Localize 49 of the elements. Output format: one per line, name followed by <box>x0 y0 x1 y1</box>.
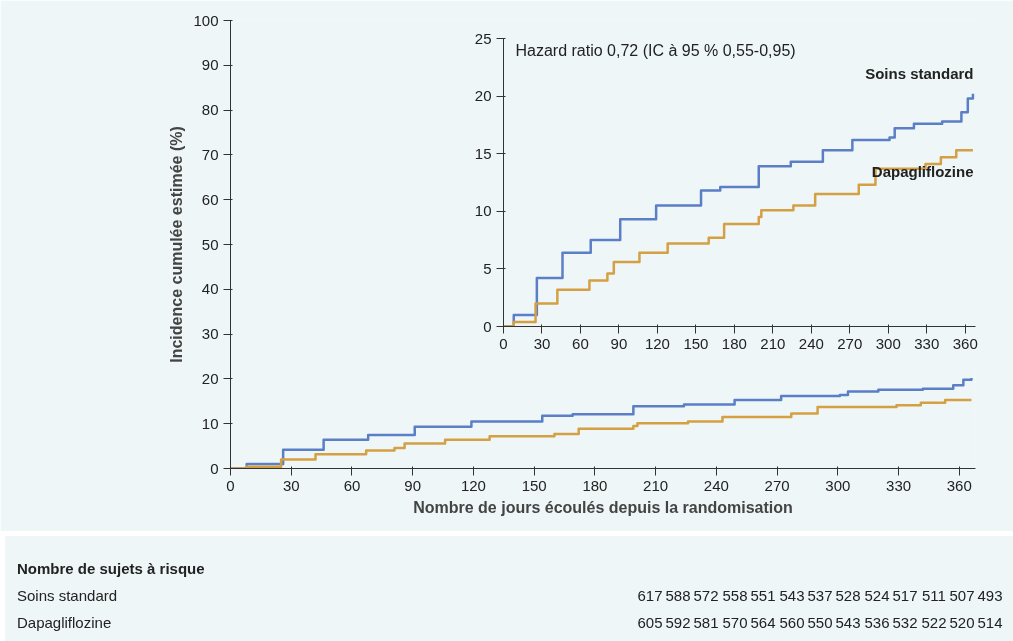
x-tick-label: 210 <box>760 334 786 352</box>
y-tick-label: 70 <box>201 145 219 163</box>
x-tick-label: 360 <box>952 334 978 352</box>
series-label: Soins standard <box>865 64 974 82</box>
text: Soins standard 617 588 572 558 551 543 537 528 524 517 511 507 493 <box>17 587 1003 604</box>
text: Nombre de sujets à risque <box>17 559 205 579</box>
y-axis-title: Incidence cumulée estimée (%) <box>168 126 186 363</box>
x-axis-title: Nombre de jours écoulés depuis la randomisation <box>413 498 793 516</box>
y-tick-label: 15 <box>474 144 492 162</box>
y-tick-label: 5 <box>483 259 492 277</box>
x-tick-label: 300 <box>875 334 901 352</box>
y-tick-label: 80 <box>201 101 219 119</box>
y-tick-label: 0 <box>210 459 219 477</box>
x-tick-label: 330 <box>886 476 912 494</box>
x-tick-label: 30 <box>282 476 300 494</box>
x-tick-label: 240 <box>703 476 729 494</box>
x-tick-label: 300 <box>825 476 851 494</box>
x-tick-label: 90 <box>404 476 422 494</box>
x-tick-label: 240 <box>798 334 824 352</box>
text: Dapagliflozine 605 592 581 570 564 560 550 543 536 532 522 520 514 <box>17 614 1003 631</box>
x-tick-label: 60 <box>343 476 361 494</box>
x-tick-label: 60 <box>572 334 589 352</box>
y-tick-label: 20 <box>201 369 219 387</box>
x-tick-label: 0 <box>226 476 235 494</box>
y-tick-label: 20 <box>474 87 492 105</box>
x-tick-label: 150 <box>521 476 547 494</box>
x-tick-label: 180 <box>582 476 608 494</box>
y-tick-label: 90 <box>201 56 219 74</box>
x-tick-label: 330 <box>914 334 940 352</box>
y-tick-label: 25 <box>474 29 492 47</box>
x-tick-label: 30 <box>533 334 551 352</box>
x-tick-label: 270 <box>837 334 863 352</box>
y-tick-label: 50 <box>201 235 219 253</box>
x-tick-label: 120 <box>460 476 486 494</box>
x-tick-label: 0 <box>499 334 508 352</box>
x-tick-label: 270 <box>764 476 790 494</box>
x-tick-label: 120 <box>644 334 670 352</box>
x-tick-label: 360 <box>946 476 972 494</box>
y-tick-label: 100 <box>193 11 219 29</box>
x-tick-label: 90 <box>610 334 628 352</box>
y-tick-label: 10 <box>201 414 219 432</box>
y-tick-label: 60 <box>201 190 219 208</box>
x-tick-label: 180 <box>721 334 747 352</box>
y-tick-label: 10 <box>474 202 492 220</box>
y-tick-label: 40 <box>201 280 219 298</box>
y-tick-label: 0 <box>483 317 492 335</box>
x-tick-label: 150 <box>683 334 709 352</box>
annotation: Hazard ratio 0,72 (IC à 95 % 0,55-0,95) <box>515 41 796 59</box>
x-tick-label: 210 <box>643 476 669 494</box>
